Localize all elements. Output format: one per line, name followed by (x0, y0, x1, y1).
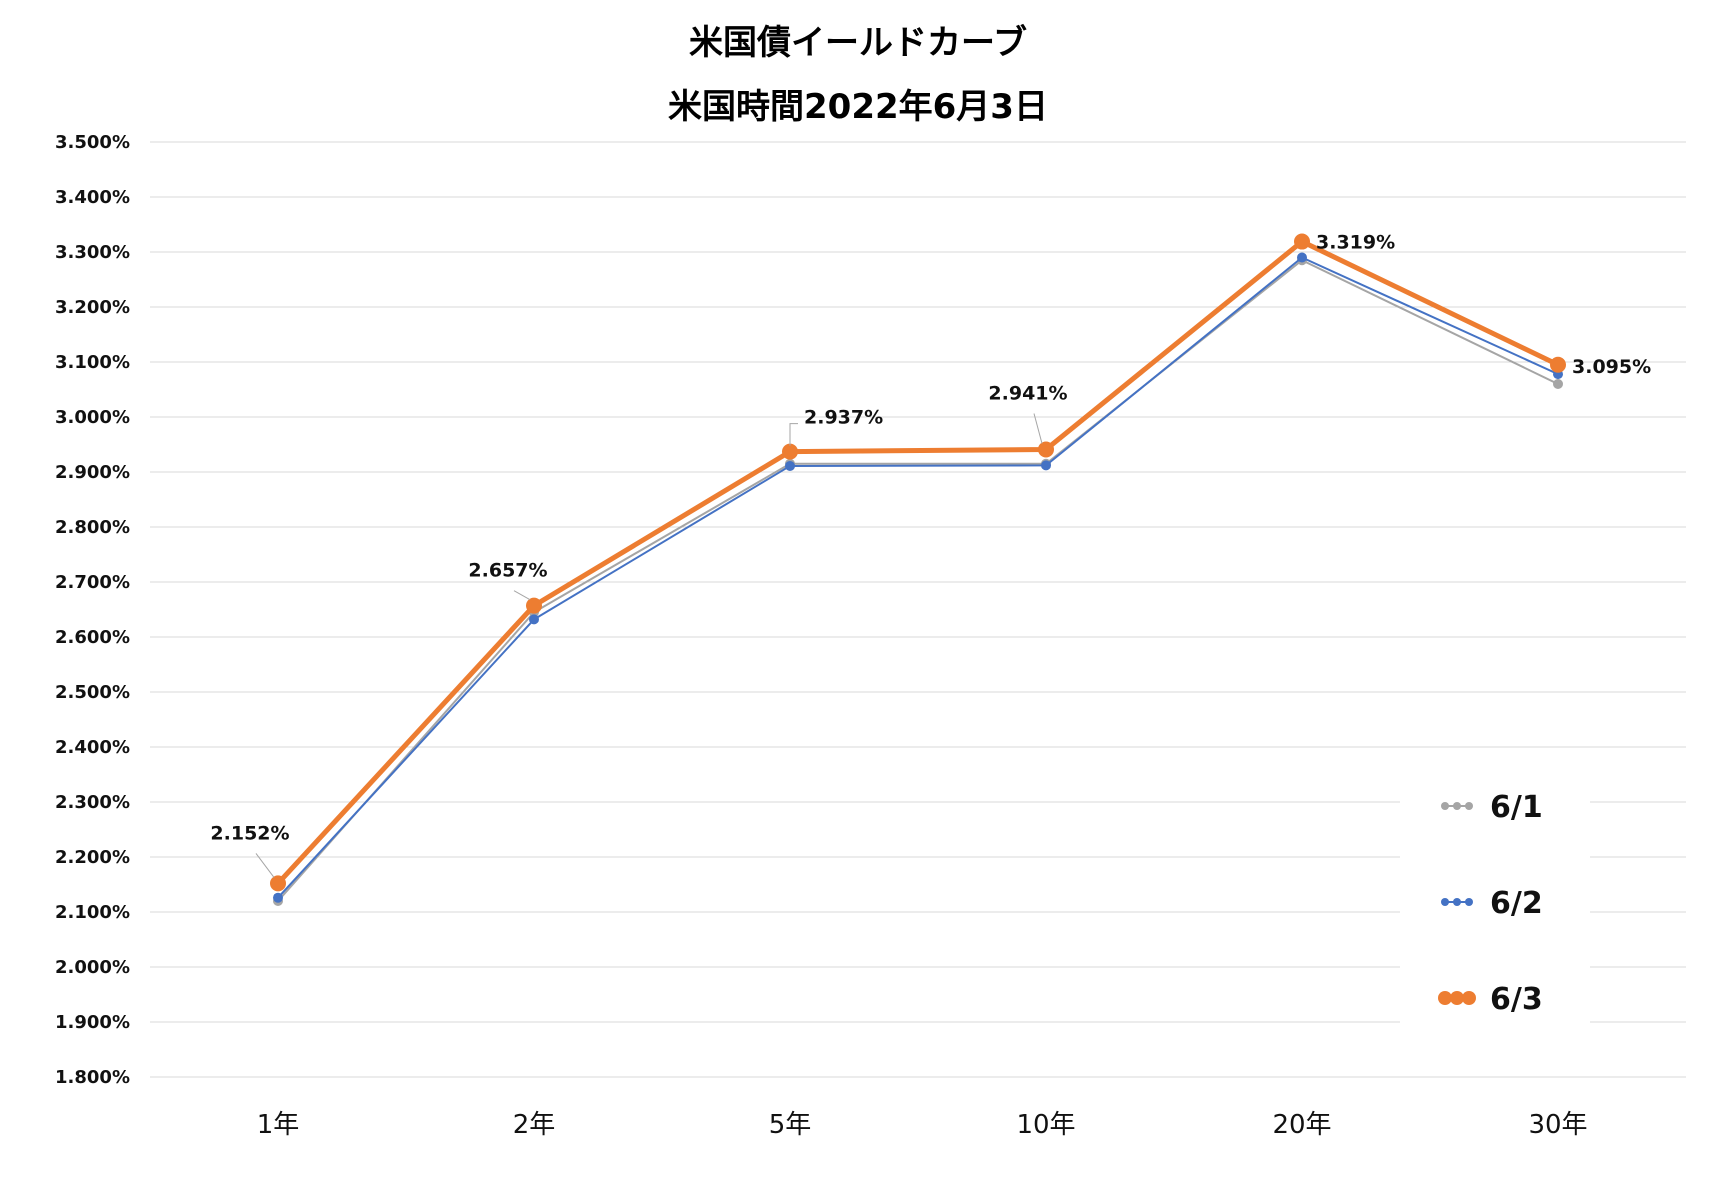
y-tick-label: 2.100% (55, 902, 130, 923)
series-line (277, 256, 1559, 899)
data-point (782, 443, 798, 460)
x-tick-label: 10年 (1016, 1110, 1075, 1140)
legend-item: 6/1 (1441, 790, 1543, 825)
legend-marker (1438, 991, 1452, 1005)
data-point (1297, 252, 1307, 263)
data-point (529, 614, 539, 625)
y-tick-label: 2.200% (55, 847, 130, 868)
data-label: 3.095% (1572, 356, 1651, 378)
y-tick-label: 1.800% (55, 1067, 130, 1088)
y-tick-label: 2.400% (55, 737, 130, 758)
data-point (526, 597, 542, 614)
x-tick-label: 2年 (513, 1110, 556, 1140)
series-6-2 (273, 252, 1563, 903)
legend-marker (1453, 898, 1461, 906)
legend-marker (1453, 802, 1461, 810)
x-tick-label: 20年 (1272, 1110, 1331, 1140)
y-tick-label: 2.800% (55, 517, 130, 538)
y-axis-ticks: 1.800% 1.900% 2.000% 2.100% 2.200% 2.300% 2.40… (55, 132, 130, 1088)
legend-marker (1441, 898, 1449, 906)
legend-marker (1462, 991, 1476, 1005)
x-tick-label: 1年 (257, 1110, 300, 1140)
y-tick-label: 3.400% (55, 187, 130, 208)
series-line (276, 239, 1560, 886)
legend: 6/1 6/2 6/3 (1400, 760, 1590, 1026)
legend-label: 6/2 (1490, 886, 1543, 921)
data-point (1553, 379, 1563, 389)
data-point (1041, 460, 1051, 471)
data-point (1038, 441, 1054, 458)
legend-label: 6/3 (1490, 982, 1543, 1017)
x-tick-label: 30年 (1528, 1110, 1587, 1140)
data-point (1294, 233, 1310, 250)
chart-title: 米国債イールドカーブ (689, 23, 1027, 63)
series-6-1 (273, 255, 1563, 906)
y-tick-label: 2.300% (55, 792, 130, 813)
series-lines (270, 233, 1566, 906)
legend-item: 6/3 (1438, 982, 1543, 1017)
legend-label: 6/1 (1490, 790, 1543, 825)
legend-marker (1441, 802, 1449, 810)
data-label: 3.319% (1316, 232, 1395, 254)
label-leader-line (1033, 413, 1043, 444)
y-tick-label: 3.100% (55, 352, 130, 373)
y-tick-label: 1.900% (55, 1012, 130, 1033)
x-axis-ticks: 1年 2年 5年 10年 20年 30年 (257, 1110, 1588, 1140)
y-tick-label: 3.000% (55, 407, 130, 428)
series-line (277, 259, 1559, 902)
y-tick-label: 2.700% (55, 572, 130, 593)
y-tick-label: 2.000% (55, 957, 130, 978)
legend-box (1400, 760, 1590, 1026)
data-point (273, 892, 283, 903)
data-labels: 2.152% 2.657% 2.937% 2.941% 3.319% 3.095% (210, 232, 1651, 878)
y-tick-label: 3.200% (55, 297, 130, 318)
y-tick-label: 2.500% (55, 682, 130, 703)
data-point (785, 460, 795, 471)
label-leader-line (255, 853, 275, 878)
y-tick-label: 2.600% (55, 627, 130, 648)
data-point (1550, 356, 1566, 373)
chart-subtitle: 米国時間2022年6月3日 (668, 87, 1048, 127)
label-leader-line (789, 423, 798, 446)
data-label: 2.152% (210, 822, 289, 844)
y-tick-label: 3.300% (55, 242, 130, 263)
data-label: 2.941% (988, 382, 1067, 404)
data-label: 2.937% (804, 407, 883, 429)
y-tick-label: 3.500% (55, 132, 130, 153)
legend-marker (1465, 802, 1473, 810)
legend-item: 6/2 (1441, 886, 1543, 921)
y-tick-label: 2.900% (55, 462, 130, 483)
series-6-3 (270, 233, 1566, 892)
legend-marker (1465, 898, 1473, 906)
data-label: 2.657% (468, 560, 547, 582)
legend-marker (1450, 991, 1464, 1005)
label-leader-line (513, 590, 531, 601)
data-point (270, 875, 286, 892)
x-tick-label: 5年 (769, 1110, 812, 1140)
gridlines (150, 141, 1686, 1078)
